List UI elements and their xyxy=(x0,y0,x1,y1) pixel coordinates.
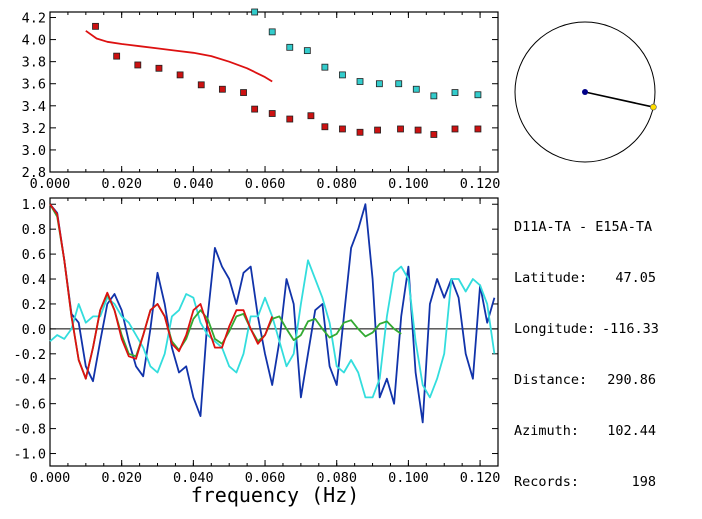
x-tick-label: 0.000 xyxy=(30,176,71,192)
station-pair-label: D11A-TA - E15A-TA xyxy=(514,219,653,235)
data-point xyxy=(176,71,184,79)
x-tick-label: 0.100 xyxy=(388,470,429,486)
data-point xyxy=(321,63,329,71)
data-point xyxy=(474,91,482,99)
y-tick-label: 3.4 xyxy=(22,99,46,115)
data-point xyxy=(251,8,259,16)
series-line-3 xyxy=(49,203,274,380)
data-point xyxy=(430,92,438,100)
data-point xyxy=(412,85,420,93)
x-tick-label: 0.000 xyxy=(30,470,71,486)
y-tick-label: 2.8 xyxy=(22,165,46,181)
data-point xyxy=(92,22,99,30)
data-point xyxy=(197,81,205,89)
data-point xyxy=(339,125,346,133)
data-point xyxy=(113,52,121,60)
info-row-distance: Distance: 290.86 xyxy=(514,372,656,388)
x-tick-label: 0.120 xyxy=(460,176,501,192)
x-tick-label: 0.060 xyxy=(245,176,286,192)
y-tick-label: -0.6 xyxy=(13,397,46,413)
y-tick-label: 0.4 xyxy=(22,272,46,288)
data-point xyxy=(268,110,276,117)
y-tick-label: -1.0 xyxy=(13,447,46,463)
data-point xyxy=(307,112,315,120)
plot-frame xyxy=(49,197,499,467)
data-point xyxy=(356,78,364,85)
data-point xyxy=(374,126,381,134)
station-info-panel: D11A-TA - E15A-TA Latitude: 47.05 Longitu… xyxy=(514,185,659,508)
y-tick-label: 1.0 xyxy=(22,197,46,213)
correlation-chart: 0.000 0.020 0.040 0.060 0.080 0.100 0.120 1.0 0.… xyxy=(13,197,500,486)
azimuth-compass xyxy=(514,21,657,163)
y-tick-label: 0.8 xyxy=(22,222,46,238)
y-tick-label: 0.0 xyxy=(22,322,46,338)
info-row-azimuth: Azimuth: 102.44 xyxy=(514,423,656,439)
y-tick-label: 3.8 xyxy=(22,55,46,71)
data-point xyxy=(321,123,329,131)
data-point xyxy=(375,80,383,88)
x-tick-label: 0.060 xyxy=(245,470,286,486)
dispersion-chart: 0.000 0.020 0.040 0.060 0.080 0.100 0.120 2.8 3.… xyxy=(22,8,501,192)
data-point xyxy=(268,28,276,36)
azimuth-line xyxy=(584,91,654,108)
y-tick-label: -0.8 xyxy=(13,422,46,438)
y-tick-label: 4.0 xyxy=(22,33,46,49)
data-point xyxy=(155,64,163,72)
data-point xyxy=(356,128,364,136)
y-tick-label: 3.0 xyxy=(22,143,46,159)
data-point xyxy=(451,89,459,96)
data-point xyxy=(286,43,294,51)
y-tick-label: 3.2 xyxy=(22,121,46,137)
data-point xyxy=(218,85,226,93)
info-row-longitude: Longitude: -116.33 xyxy=(514,321,659,337)
info-row-records: Records: 198 xyxy=(514,474,656,490)
data-point xyxy=(251,105,259,113)
x-tick-label: 0.080 xyxy=(316,470,357,486)
x-tick-label: 0.040 xyxy=(173,176,214,192)
x-tick-label: 0.100 xyxy=(388,176,429,192)
plot-frame xyxy=(49,11,499,173)
series-line-2 xyxy=(85,30,273,83)
data-point xyxy=(430,131,438,138)
y-tick-label: 0.6 xyxy=(22,247,46,263)
series-line-0 xyxy=(49,203,496,424)
y-tick-label: 4.2 xyxy=(22,11,46,27)
station-dot xyxy=(582,89,588,95)
x-axis-label: frequency (Hz) xyxy=(191,483,360,507)
data-point xyxy=(397,125,404,133)
compass-ring xyxy=(514,21,656,163)
info-row-latitude: Latitude: 47.05 xyxy=(514,270,656,286)
data-point xyxy=(303,47,311,55)
target-dot xyxy=(650,103,657,111)
data-point xyxy=(134,61,142,69)
x-tick-label: 0.020 xyxy=(101,470,142,486)
data-point xyxy=(240,89,247,96)
y-tick-label: 3.6 xyxy=(22,77,46,93)
y-tick-label: 0.2 xyxy=(22,297,46,313)
series-line-2 xyxy=(49,203,402,380)
y-tick-label: -0.2 xyxy=(13,347,46,363)
data-point xyxy=(414,126,422,134)
x-tick-label: 0.120 xyxy=(460,470,501,486)
data-point xyxy=(474,125,482,133)
data-point xyxy=(395,80,403,88)
x-tick-label: 0.080 xyxy=(316,176,357,192)
y-tick-label: -0.4 xyxy=(13,372,46,388)
x-tick-label: 0.040 xyxy=(173,470,214,486)
data-point xyxy=(451,125,459,133)
data-point xyxy=(339,71,346,79)
data-point xyxy=(286,115,294,123)
x-tick-label: 0.020 xyxy=(101,176,142,192)
